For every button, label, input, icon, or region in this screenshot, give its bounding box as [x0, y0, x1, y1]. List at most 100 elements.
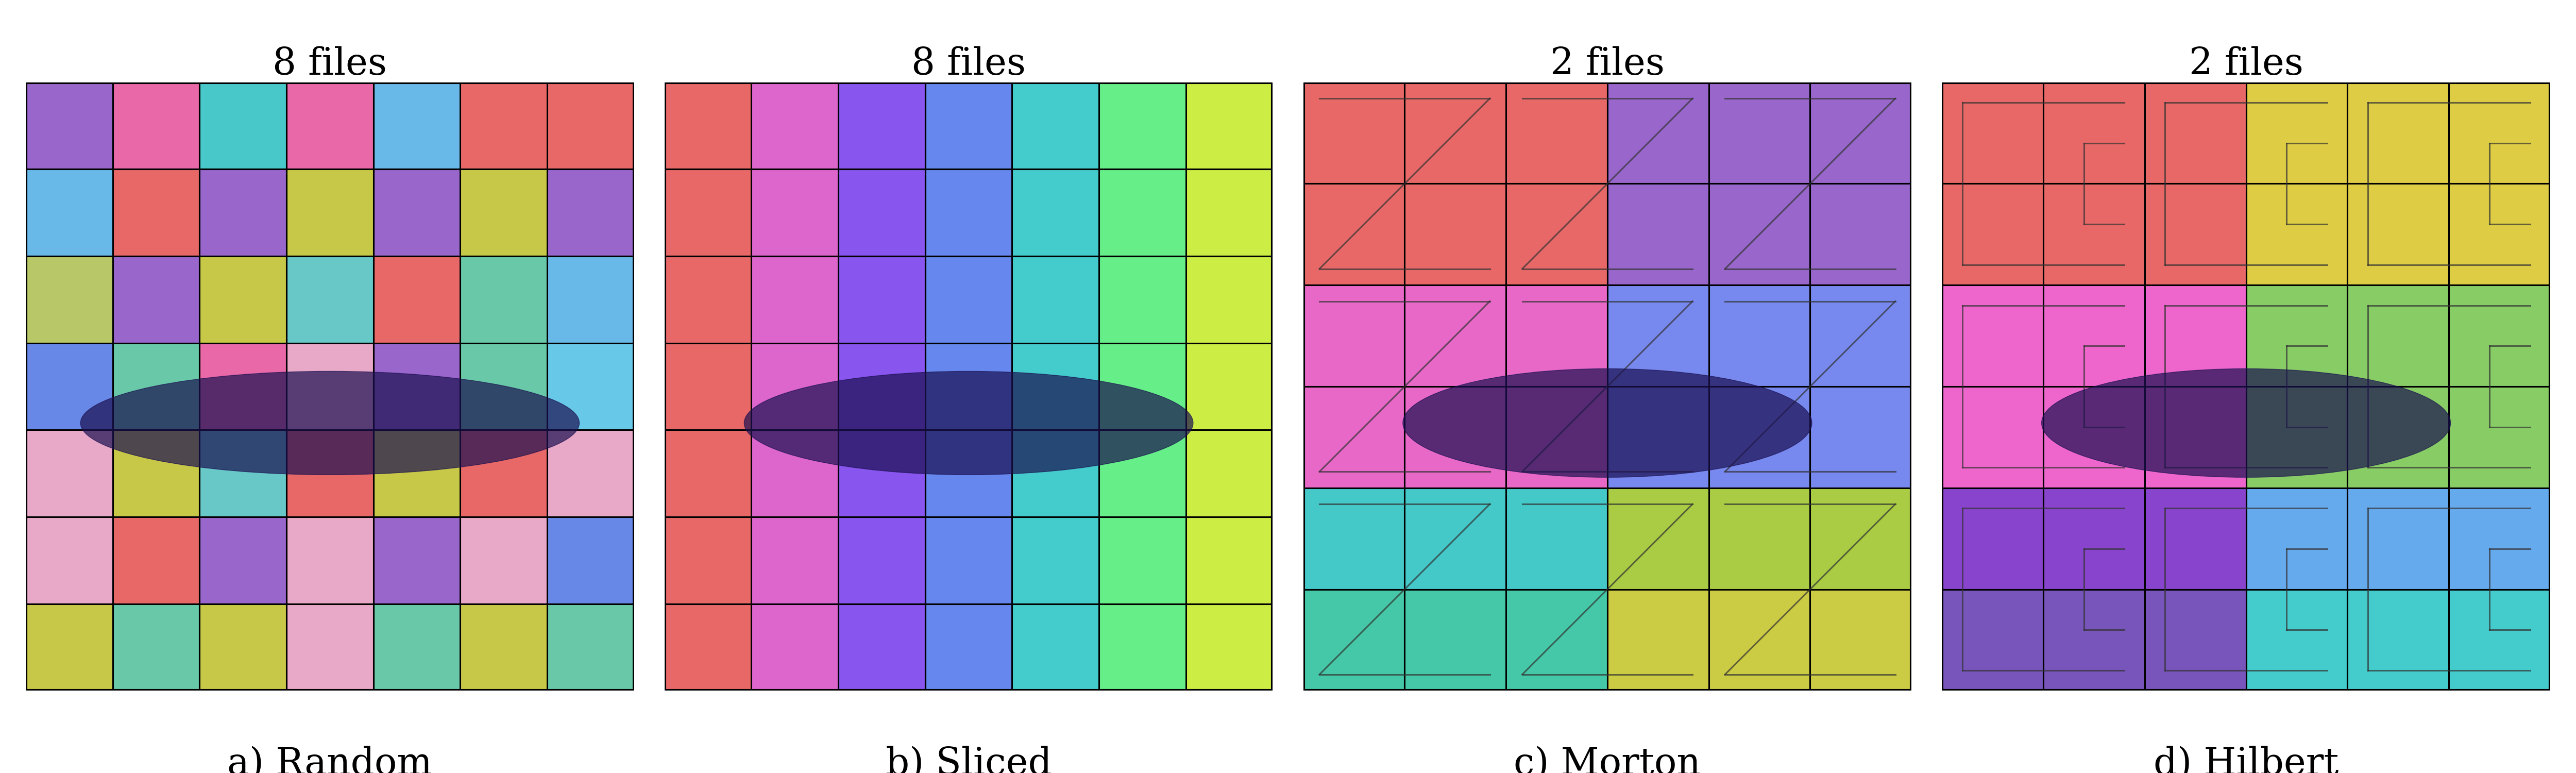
Bar	[1708, 184, 1811, 285]
Text: a) Random: a) Random	[227, 745, 433, 773]
Bar	[461, 430, 546, 517]
Bar	[1507, 386, 1607, 488]
Bar	[1507, 488, 1607, 589]
Bar	[1100, 169, 1185, 256]
Bar	[2146, 285, 2246, 386]
Bar	[113, 169, 198, 256]
Bar	[113, 430, 198, 517]
Bar	[1607, 82, 1708, 184]
Bar	[1012, 604, 1100, 691]
Bar	[1708, 285, 1811, 386]
Bar	[1012, 256, 1100, 343]
Bar	[1942, 386, 2043, 488]
Bar	[461, 604, 546, 691]
Title: 2 files: 2 files	[1551, 46, 1664, 82]
Bar	[26, 256, 113, 343]
Bar	[2146, 184, 2246, 285]
Bar	[2450, 184, 2550, 285]
Bar	[1708, 82, 1811, 184]
Bar	[113, 82, 198, 169]
Bar	[1185, 343, 1273, 430]
Bar	[2043, 589, 2146, 691]
Bar	[1507, 589, 1607, 691]
Text: d) Hilbert: d) Hilbert	[2154, 745, 2339, 773]
Bar	[374, 430, 461, 517]
Bar	[461, 343, 546, 430]
Bar	[461, 517, 546, 604]
Bar	[198, 256, 286, 343]
Bar	[1303, 184, 1404, 285]
Bar	[837, 517, 925, 604]
Ellipse shape	[744, 371, 1193, 475]
Bar	[198, 343, 286, 430]
Bar	[2450, 386, 2550, 488]
Bar	[752, 517, 837, 604]
Bar	[546, 343, 634, 430]
Ellipse shape	[1404, 369, 1811, 477]
Bar	[2246, 488, 2347, 589]
Bar	[1303, 285, 1404, 386]
Bar	[2146, 386, 2246, 488]
Bar	[198, 517, 286, 604]
Bar	[2450, 285, 2550, 386]
Bar	[1100, 517, 1185, 604]
Bar	[752, 604, 837, 691]
Bar	[461, 256, 546, 343]
Text: b) Sliced: b) Sliced	[886, 745, 1051, 773]
Bar	[752, 343, 837, 430]
Bar	[1942, 589, 2043, 691]
Bar	[752, 82, 837, 169]
Text: c) Morton: c) Morton	[1515, 745, 1700, 773]
Bar	[1404, 82, 1507, 184]
Bar	[2450, 82, 2550, 184]
Bar	[2450, 589, 2550, 691]
Bar	[925, 82, 1012, 169]
Bar	[546, 256, 634, 343]
Bar	[2043, 488, 2146, 589]
Bar	[461, 82, 546, 169]
Bar	[2146, 488, 2246, 589]
Bar	[1607, 589, 1708, 691]
Bar	[837, 169, 925, 256]
Bar	[1100, 604, 1185, 691]
Bar	[286, 256, 374, 343]
Bar	[286, 82, 374, 169]
Ellipse shape	[2043, 369, 2450, 477]
Bar	[665, 82, 752, 169]
Bar	[2146, 82, 2246, 184]
Bar	[925, 604, 1012, 691]
Bar	[1012, 169, 1100, 256]
Bar	[2043, 285, 2146, 386]
Bar	[1303, 82, 1404, 184]
Bar	[374, 256, 461, 343]
Bar	[26, 343, 113, 430]
Bar	[1942, 184, 2043, 285]
Bar	[1811, 589, 1911, 691]
Bar	[374, 517, 461, 604]
Ellipse shape	[80, 371, 580, 475]
Bar	[1100, 256, 1185, 343]
Bar	[1185, 517, 1273, 604]
Bar	[374, 169, 461, 256]
Bar	[26, 82, 113, 169]
Title: 8 files: 8 files	[273, 46, 386, 82]
Bar	[461, 169, 546, 256]
Bar	[1607, 386, 1708, 488]
Bar	[2347, 184, 2450, 285]
Bar	[752, 430, 837, 517]
Bar	[1404, 386, 1507, 488]
Bar	[1185, 82, 1273, 169]
Bar	[752, 256, 837, 343]
Bar	[1185, 169, 1273, 256]
Bar	[1811, 82, 1911, 184]
Bar	[665, 169, 752, 256]
Bar	[837, 256, 925, 343]
Bar	[665, 343, 752, 430]
Bar	[26, 430, 113, 517]
Bar	[546, 82, 634, 169]
Bar	[2347, 285, 2450, 386]
Bar	[1708, 386, 1811, 488]
Bar	[1942, 82, 2043, 184]
Bar	[1708, 589, 1811, 691]
Bar	[1942, 285, 2043, 386]
